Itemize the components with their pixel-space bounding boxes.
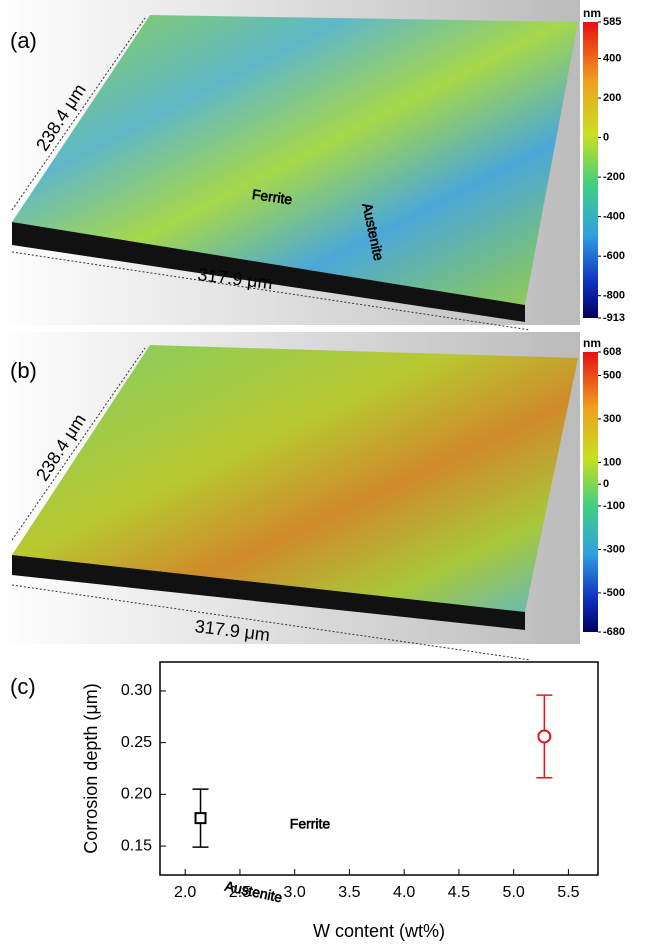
- panel-label: (a): [10, 28, 37, 53]
- x-tick-label: 2.5: [229, 884, 251, 901]
- colorbar-tick-label: -100: [603, 500, 625, 512]
- figure: (a)238.4 μm317.9 μmFerriteAustenitenm585…: [0, 0, 646, 947]
- colorbar-tick-label: -680: [603, 626, 625, 638]
- x-tick-label: 5.0: [503, 884, 525, 901]
- y-tick-label: 0.30: [121, 682, 152, 699]
- colorbar-tick-label: -200: [603, 171, 625, 183]
- panel-b-image: [0, 332, 580, 644]
- plot-frame: [160, 662, 598, 875]
- marker: [538, 730, 550, 742]
- panel-label: (c): [10, 674, 36, 699]
- colorbar-unit: nm: [583, 6, 601, 20]
- y-tick-label: 0.15: [121, 837, 152, 854]
- y-tick-label: 0.25: [121, 734, 152, 751]
- colorbar-tick-label: 200: [603, 92, 621, 104]
- phase-label: Ferrite: [290, 816, 331, 832]
- x-tick-label: 4.5: [448, 884, 470, 901]
- colorbar-tick-label: 0: [603, 478, 609, 490]
- x-tick-label: 5.5: [557, 884, 579, 901]
- colorbar-tick-label: 0: [603, 132, 609, 144]
- colorbar-tick-label: -300: [603, 543, 625, 555]
- colorbar-tick-label: -500: [603, 587, 625, 599]
- panel-a-image: [0, 0, 580, 325]
- colorbar-tick-label: 500: [603, 369, 621, 381]
- x-tick-label: 3.0: [284, 884, 306, 901]
- x-tick-label: 2.0: [174, 884, 196, 901]
- y-tick-label: 0.20: [121, 786, 152, 803]
- colorbar-tick-label: -800: [603, 290, 625, 302]
- colorbar-tick-label: 585: [603, 16, 621, 28]
- colorbar-tick-label: -913: [603, 312, 625, 324]
- marker: [196, 813, 206, 823]
- colorbar: [583, 352, 598, 632]
- colorbar-unit: nm: [583, 336, 601, 350]
- colorbar-tick-label: 400: [603, 52, 621, 64]
- colorbar-tick-label: 100: [603, 456, 621, 468]
- colorbar-tick-label: -600: [603, 250, 625, 262]
- x-axis-label: W content (wt%): [313, 921, 445, 941]
- colorbar: [583, 22, 598, 318]
- y-axis-label: Corrosion depth (μm): [81, 683, 101, 853]
- x-tick-label: 4.0: [393, 884, 415, 901]
- x-tick-label: 3.5: [338, 884, 360, 901]
- panel-label: (b): [10, 358, 37, 383]
- colorbar-tick-label: 300: [603, 413, 621, 425]
- colorbar-tick-label: -400: [603, 211, 625, 223]
- colorbar-tick-label: 608: [603, 346, 621, 358]
